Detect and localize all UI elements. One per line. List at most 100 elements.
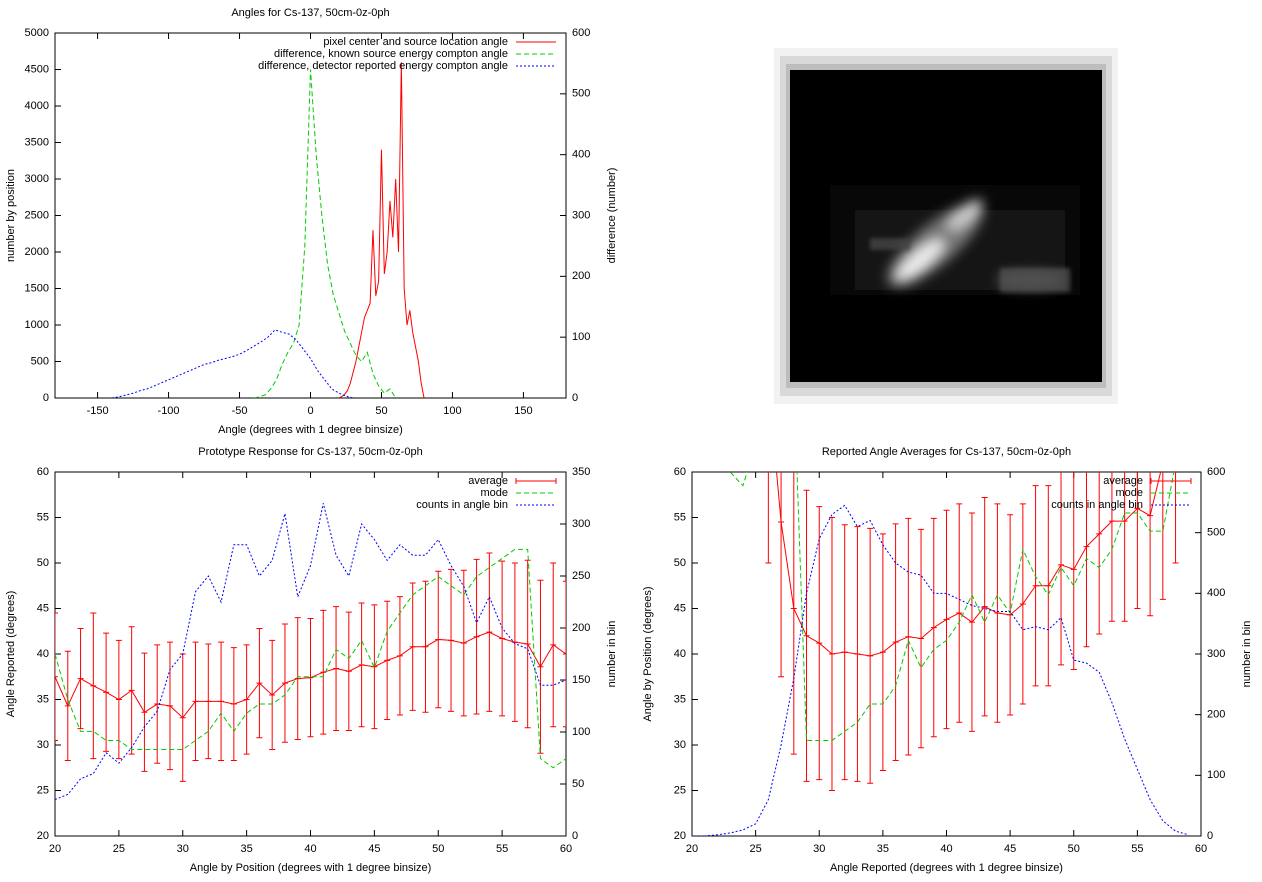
error-bar [1147, 472, 1154, 617]
y2-axis-label: number in bin [606, 621, 618, 688]
y2-tick-label: 200 [1207, 709, 1225, 721]
y2-tick-label: 0 [572, 392, 578, 404]
error-bar [524, 559, 531, 729]
error-bar [892, 523, 899, 761]
error-bar [1134, 472, 1141, 609]
y2-axis-label: number in bin [1241, 621, 1253, 688]
x-tick-label: 35 [877, 843, 889, 855]
error-bar [281, 623, 288, 743]
error-bar [64, 650, 71, 761]
error-bar [537, 579, 544, 754]
y2-tick-label: 350 [572, 466, 590, 478]
legend-swatch [515, 478, 557, 484]
y-axis-label: Angle Reported (degrees) [5, 591, 17, 718]
error-bar [448, 568, 455, 712]
chart-title: Angles for Cs-137, 50cm-0z-0ph [231, 7, 389, 19]
error-bar [179, 653, 186, 782]
x-axis-label: Angle (degrees with 1 degree binsize) [218, 424, 403, 436]
y2-tick-label: 600 [1207, 466, 1225, 478]
legend: pixel center and source location angledi… [258, 36, 556, 72]
x-tick-label: 20 [686, 843, 698, 855]
error-bar [396, 596, 403, 716]
x-tick-label: 55 [1131, 843, 1143, 855]
error-bar [294, 617, 301, 741]
error-bar [243, 644, 250, 755]
x-tick-label: 150 [514, 405, 532, 417]
y2-tick-label: 300 [1207, 648, 1225, 660]
y-tick-label: 35 [674, 693, 686, 705]
x-tick-label: -100 [158, 405, 180, 417]
error-bar [1032, 485, 1039, 687]
x-axis-label: Angle by Position (degrees with 1 degree… [190, 862, 432, 874]
y-tick-label: 55 [37, 511, 49, 523]
y-tick-label: 30 [37, 739, 49, 751]
x-tick-label: 30 [813, 843, 825, 855]
error-bar [563, 580, 566, 728]
series-line [55, 548, 566, 769]
y2-tick-label: 400 [1207, 587, 1225, 599]
x-tick-label: 40 [940, 843, 952, 855]
y-tick-label: 1500 [25, 282, 49, 294]
y2-tick-label: 150 [572, 674, 590, 686]
error-bar [409, 582, 416, 711]
y-axis-label: Angle by Position (degrees) [642, 586, 654, 721]
chart-title: Reported Angle Averages for Cs-137, 50cm… [822, 446, 1071, 458]
x-tick-label: 60 [560, 843, 572, 855]
x-tick-label: 50 [375, 405, 387, 417]
legend-label: average [1103, 475, 1143, 487]
series-line [338, 62, 425, 398]
y2-tick-label: 250 [572, 570, 590, 582]
y-tick-label: 40 [674, 648, 686, 660]
legend-label: mode [1115, 487, 1143, 499]
error-bar [1019, 503, 1026, 705]
error-bar [803, 489, 810, 782]
error-bar [128, 626, 135, 755]
y-tick-label: 60 [37, 466, 49, 478]
error-bar [384, 600, 391, 721]
error-bar [1096, 472, 1103, 635]
x-tick-label: -50 [232, 405, 248, 417]
error-bar [854, 526, 861, 782]
error-bar [1108, 472, 1115, 622]
error-bar [550, 562, 557, 728]
y-tick-label: 1000 [25, 319, 49, 331]
chart-title: Prototype Response for Cs-137, 50cm-0z-0… [198, 446, 422, 458]
error-bar [460, 569, 467, 717]
y2-tick-label: 100 [572, 331, 590, 343]
y2-tick-label: 0 [572, 830, 578, 842]
error-bar [1159, 472, 1166, 600]
error-bar [968, 512, 975, 732]
error-bar [1172, 472, 1179, 564]
error-bar [867, 527, 874, 784]
chart: Angles for Cs-137, 50cm-0z-0ph Angle (deg… [5, 7, 618, 436]
error-bar [879, 533, 886, 771]
error-bar [790, 472, 797, 755]
error-bar [55, 612, 58, 741]
error-bar [269, 639, 276, 751]
error-bar [333, 606, 340, 731]
x-tick-label: 60 [1195, 843, 1207, 855]
y2-tick-label: 600 [572, 27, 590, 39]
y-tick-label: 60 [674, 466, 686, 478]
x-tick-label: 50 [1068, 843, 1080, 855]
y-tick-label: 55 [674, 511, 686, 523]
error-bar [205, 643, 212, 760]
error-bar [1045, 485, 1052, 687]
error-bar [1058, 472, 1065, 666]
error-bar [981, 496, 988, 717]
y-tick-label: 2000 [25, 246, 49, 258]
error-bar [115, 639, 122, 760]
y-tick-label: 20 [674, 830, 686, 842]
error-bar [307, 618, 314, 738]
plot-lines [692, 472, 1189, 836]
x-tick-label: 25 [113, 843, 125, 855]
error-bar [511, 562, 518, 722]
y2-tick-label: 50 [572, 778, 584, 790]
error-bar [1070, 472, 1077, 670]
y2-tick-label: 200 [572, 270, 590, 282]
y-tick-label: 40 [37, 648, 49, 660]
error-bar [358, 602, 365, 728]
x-tick-label: -150 [87, 405, 109, 417]
